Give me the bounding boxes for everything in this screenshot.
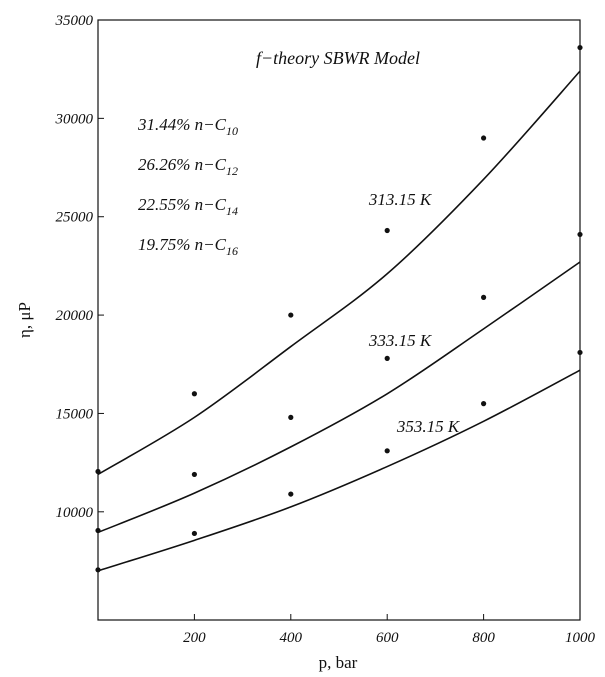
fit-curve-1 bbox=[97, 261, 581, 534]
composition-percent: 22.55% bbox=[138, 195, 195, 214]
composition-percent: 26.26% bbox=[138, 155, 195, 174]
composition-subscript: 10 bbox=[226, 124, 238, 138]
series-label-353: 353.15 K bbox=[396, 417, 461, 436]
data-point bbox=[288, 312, 294, 318]
composition-subscript: 12 bbox=[226, 164, 238, 178]
y-tick-label: 25000 bbox=[56, 210, 94, 226]
y-tick-label: 30000 bbox=[55, 111, 94, 127]
x-axis-label: p, bar bbox=[319, 653, 358, 672]
data-point bbox=[481, 135, 487, 141]
data-point bbox=[384, 355, 390, 361]
fit-curve-2 bbox=[97, 369, 581, 572]
data-point bbox=[481, 294, 487, 300]
composition-compound: n−C bbox=[195, 115, 227, 134]
data-point bbox=[577, 231, 583, 238]
composition-item: 31.44% n−C10 bbox=[137, 115, 238, 138]
x-tick-label: 1000 bbox=[565, 630, 596, 646]
composition-compound: n−C bbox=[195, 235, 227, 254]
x-tick-label: 600 bbox=[376, 630, 399, 646]
composition-compound: n−C bbox=[195, 195, 227, 214]
x-tick-label: 800 bbox=[472, 630, 495, 646]
data-point bbox=[288, 491, 294, 497]
data-point bbox=[95, 567, 101, 573]
data-point bbox=[288, 414, 294, 420]
composition-item: 26.26% n−C12 bbox=[138, 155, 238, 178]
y-axis-label: η, μP bbox=[15, 302, 34, 338]
composition-item: 19.75% n−C16 bbox=[138, 235, 238, 258]
x-tick-label: 400 bbox=[280, 630, 303, 646]
fit-curve-0 bbox=[97, 70, 581, 476]
plot-frame bbox=[97, 19, 581, 621]
fit-curves bbox=[97, 70, 581, 572]
data-point bbox=[577, 44, 583, 51]
composition-subscript: 14 bbox=[226, 204, 238, 218]
composition-percent: 19.75% bbox=[138, 235, 195, 254]
series-label-313: 313.15 K bbox=[368, 190, 433, 209]
composition-compound: n−C bbox=[195, 155, 227, 174]
y-tick-label: 35000 bbox=[55, 13, 94, 29]
y-tick-label: 10000 bbox=[56, 505, 94, 521]
x-tick-label: 200 bbox=[183, 630, 206, 646]
y-tick-label: 20000 bbox=[56, 308, 94, 324]
data-point bbox=[191, 530, 197, 537]
y-tick-label: 15000 bbox=[56, 406, 94, 422]
data-point bbox=[384, 448, 390, 454]
composition-percent: 31.44% bbox=[137, 115, 195, 134]
data-point bbox=[577, 349, 583, 356]
data-point bbox=[95, 468, 101, 475]
data-points bbox=[95, 44, 583, 573]
data-point bbox=[384, 227, 390, 234]
data-point bbox=[95, 527, 101, 534]
data-point bbox=[191, 471, 197, 478]
data-point bbox=[481, 401, 487, 407]
composition-subscript: 16 bbox=[226, 244, 238, 258]
axis-ticks: 200 400 600 800 1000 10000 15000 20000 25000 3000… bbox=[55, 13, 596, 646]
series-label-333: 333.15 K bbox=[368, 331, 433, 350]
composition-item: 22.55% n−C14 bbox=[138, 195, 238, 218]
chart-title: f−theory SBWR Model bbox=[256, 48, 420, 68]
data-point bbox=[191, 391, 197, 397]
